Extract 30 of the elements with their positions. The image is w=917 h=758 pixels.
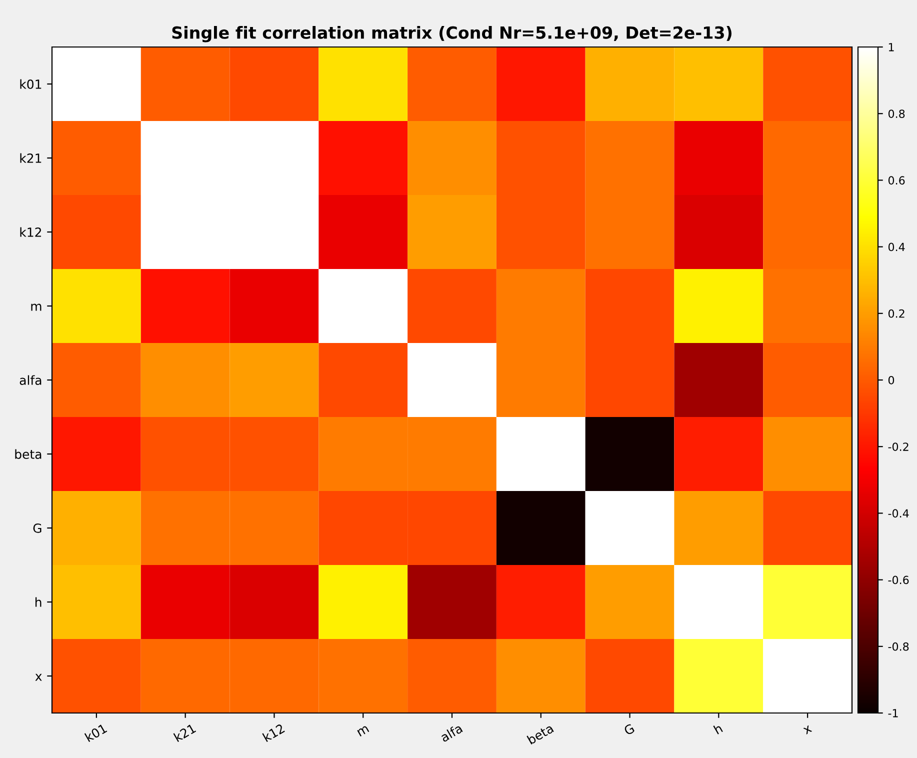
color-bar-label: 0.8: [888, 110, 905, 118]
x-tick-label: alfa: [440, 723, 463, 742]
x-tick-label: G: [623, 723, 635, 736]
color-bar-label: 1: [888, 43, 894, 52]
color-bar-label: -0.2: [888, 442, 908, 451]
color-bar-label: 0.6: [888, 176, 905, 185]
y-tick-label: alfa: [20, 375, 42, 385]
y-tick-label: beta: [15, 449, 42, 459]
y-tick-label: k01: [20, 79, 42, 89]
color-bar-label: -0.8: [888, 642, 909, 651]
color-bar-label: -0.4: [888, 509, 909, 518]
color-bar-label: 0: [888, 376, 894, 384]
y-tick-label: k12: [20, 227, 42, 237]
y-tick-label: m: [31, 304, 42, 311]
chart-title: Single fit correlation matrix (Cond Nr=5.1e+09, Det=2e-13): [172, 26, 732, 42]
x-tick-label: k21: [173, 723, 196, 742]
y-tick-label: h: [35, 597, 42, 607]
x-tick-label: m: [357, 725, 370, 736]
x-tick-label: x: [802, 725, 812, 734]
color-bar-label: 0.4: [888, 242, 905, 252]
y-tick-label: k21: [20, 153, 42, 163]
x-tick-label: beta: [526, 723, 554, 745]
x-tick-label: k01: [84, 723, 108, 742]
x-tick-label: k12: [262, 723, 285, 742]
color-bar-label: -0.6: [888, 576, 909, 584]
color-bar-label: 0.2: [888, 309, 904, 318]
color-bar-label: -1: [888, 709, 898, 718]
x-tick-label: h: [713, 723, 723, 734]
y-tick-label: x: [35, 674, 42, 681]
y-tick-label: G: [33, 523, 42, 533]
